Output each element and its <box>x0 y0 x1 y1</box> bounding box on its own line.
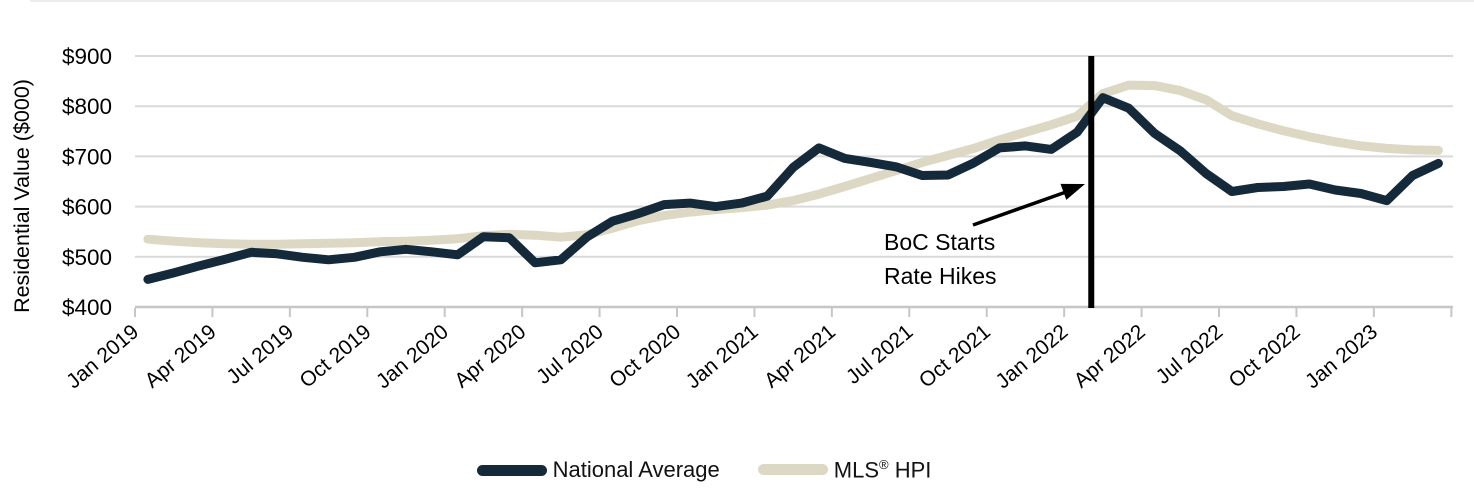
x-tick-label-jul-2020: Jul 2020 <box>532 320 608 389</box>
x-tick-label-apr-2019: Apr 2019 <box>141 320 221 392</box>
y-axis-title: Residential Value ($000) <box>10 79 34 313</box>
y-tick-label-800: $800 <box>62 94 112 119</box>
series-line-mls-hpi <box>143 80 1443 249</box>
x-tick-label-oct-2020: Oct 2020 <box>605 320 685 392</box>
x-tick-label-jan-2023: Jan 2023 <box>1301 320 1382 393</box>
legend-label-mls-hpi: MLS® HPI <box>833 456 932 483</box>
legend-item-mls-hpi: MLS® HPI <box>757 456 932 483</box>
x-tick-label-oct-2022: Oct 2022 <box>1225 320 1305 392</box>
x-tick-label-oct-2019: Oct 2019 <box>295 320 375 392</box>
x-tick-label-jan-2020: Jan 2020 <box>372 320 453 393</box>
x-tick-label-jul-2021: Jul 2021 <box>842 320 918 389</box>
x-tick-label-jan-2022: Jan 2022 <box>991 320 1072 393</box>
annotation-arrow-head <box>1060 183 1085 200</box>
y-tick-label-500: $500 <box>62 245 112 270</box>
chart-legend: National Average MLS® HPI <box>0 451 1408 489</box>
mls-hpi-line-swatch <box>757 464 828 476</box>
y-tick-label-700: $700 <box>62 144 112 169</box>
annotation-text-line-2: Rate Hikes <box>884 263 996 289</box>
national-average-line-swatch <box>476 464 547 476</box>
x-tick-label-apr-2021: Apr 2021 <box>760 320 840 392</box>
x-tick-label-apr-2022: Apr 2022 <box>1070 320 1150 392</box>
x-tick-label-apr-2020: Apr 2020 <box>450 320 530 392</box>
annotation-arrow-shaft <box>972 190 1067 227</box>
annotation-text-line-1: BoC Starts <box>884 229 995 255</box>
x-tick-label-oct-2021: Oct 2021 <box>915 320 995 392</box>
y-tick-label-400: $400 <box>62 295 112 320</box>
y-tick-label-900: $900 <box>62 44 112 69</box>
series-line-national-average <box>143 93 1443 284</box>
x-tick-label-jan-2021: Jan 2021 <box>682 320 763 393</box>
y-tick-label-600: $600 <box>62 195 112 220</box>
legend-item-national-average: National Average <box>476 457 720 483</box>
x-tick-label-jan-2019: Jan 2019 <box>62 320 143 393</box>
x-tick-label-jul-2019: Jul 2019 <box>222 320 298 389</box>
top-border-line <box>30 0 1474 2</box>
x-tick-label-jul-2022: Jul 2022 <box>1152 320 1228 389</box>
legend-label-national-average: National Average <box>552 457 720 482</box>
